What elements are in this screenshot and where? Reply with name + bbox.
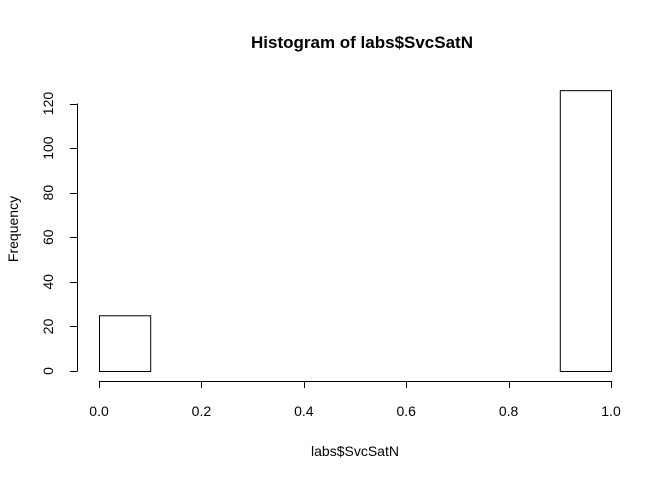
histogram-bar-9 [559,90,612,372]
y-tick-label-3: 60 [40,229,56,245]
y-tick-label-1: 20 [40,318,56,334]
x-axis: 0.0 0.2 0.4 0.6 0.8 1.0 [89,381,621,419]
x-tick-label-1: 0.2 [192,403,212,419]
y-tick-label-4: 80 [40,185,56,201]
y-tick-label-2: 40 [40,274,56,290]
y-axis: 0 20 40 60 80 100 120 [40,92,78,375]
x-axis-label: labs$SvcSatN [311,443,399,459]
y-tick-label-5: 100 [40,136,56,160]
x-tick-label-4: 0.8 [499,403,519,419]
y-tick-label-6: 120 [40,92,56,116]
x-tick-label-5: 1.0 [601,403,621,419]
x-tick-label-0: 0.0 [89,403,109,419]
chart-title: Histogram of labs$SvcSatN [251,33,473,52]
x-tick-label-3: 0.6 [396,403,416,419]
x-tick-label-2: 0.4 [294,403,314,419]
bars-group [99,90,612,372]
y-axis-label: Frequency [5,196,21,262]
histogram-bar-0 [99,315,152,372]
y-tick-label-0: 0 [40,367,56,375]
